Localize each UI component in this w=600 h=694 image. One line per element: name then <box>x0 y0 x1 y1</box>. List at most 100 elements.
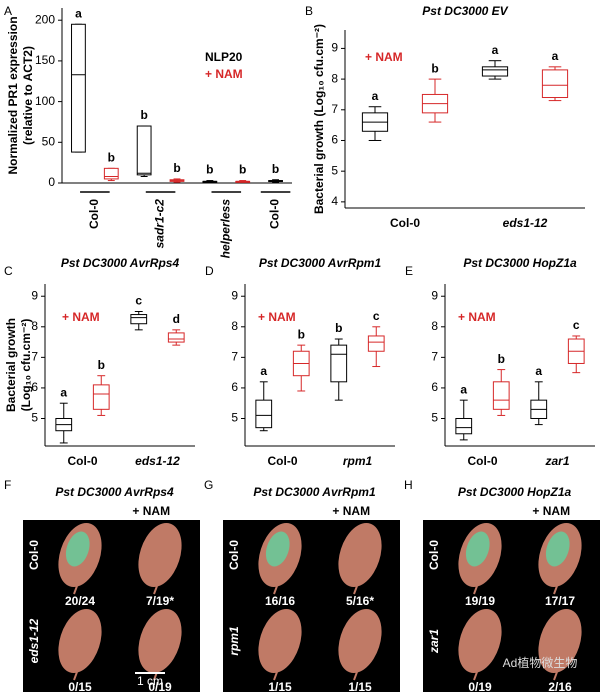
leaf-count: 2/16 <box>548 680 572 694</box>
chart-title: Pst DC3000 HopZ1a <box>463 256 577 270</box>
petiole <box>273 671 278 681</box>
petiole <box>353 585 358 595</box>
panel-letter: F <box>4 478 11 492</box>
significance-letter: b <box>239 163 246 177</box>
group-label: Col-0 <box>87 199 101 229</box>
chart-title: Pst DC3000 AvrRpm1 <box>259 256 382 270</box>
leaf-count: 0/19 <box>148 680 172 694</box>
group-label: helperless <box>218 199 232 259</box>
y-tick-label: 150 <box>35 53 55 67</box>
panel-letter: C <box>4 264 13 278</box>
panel-letter: D <box>205 264 214 278</box>
panel-title: Pst DC3000 HopZ1a <box>458 485 572 499</box>
box <box>92 384 110 410</box>
y-axis-label: Normalized PR1 expression <box>6 16 20 174</box>
hr-signal <box>65 531 90 567</box>
box <box>481 66 509 77</box>
group-label: Col-0 <box>390 216 420 230</box>
significance-letter: a <box>552 49 559 63</box>
leaf <box>338 609 382 673</box>
petiole <box>473 671 478 681</box>
y-tick-label: 4 <box>331 194 338 208</box>
significance-letter: b <box>108 151 115 165</box>
leaf <box>138 609 182 673</box>
group-label: eds1-12 <box>503 216 548 230</box>
row-label: zar1 <box>427 629 441 654</box>
leaf-count: 1/15 <box>348 680 372 694</box>
significance-letter: b <box>335 321 342 335</box>
leaf-count: 7/19* <box>146 594 174 608</box>
y-tick-label: 9 <box>431 288 438 302</box>
hr-signal <box>465 531 490 567</box>
petiole <box>473 585 478 595</box>
box <box>167 332 185 343</box>
treatment-label: + NAM <box>532 504 570 518</box>
panel-letter: G <box>204 478 213 492</box>
significance-letter: b <box>298 327 305 341</box>
group-label: Col-0 <box>268 199 282 229</box>
leaf <box>338 523 382 587</box>
legend-entry: NLP20 <box>205 50 243 64</box>
group-label: rpm1 <box>343 454 373 468</box>
y-tick-label: 7 <box>431 350 438 364</box>
significance-letter: a <box>60 385 67 399</box>
significance-letter: a <box>535 364 542 378</box>
box <box>367 335 385 352</box>
row-label: eds1-12 <box>27 618 41 663</box>
y-tick-label: 8 <box>331 71 338 85</box>
leaf-count: 1/15 <box>268 680 292 694</box>
legend-entry: + NAM <box>62 310 100 324</box>
hr-signal <box>265 531 290 567</box>
box <box>136 125 152 176</box>
y-tick-label: 6 <box>31 380 38 394</box>
significance-letter: a <box>75 6 82 20</box>
box <box>541 69 569 99</box>
watermark: Ad植物微生物 <box>503 655 578 670</box>
significance-letter: b <box>206 163 213 177</box>
petiole <box>273 585 278 595</box>
significance-letter: c <box>573 318 580 332</box>
y-tick-label: 6 <box>231 380 238 394</box>
scale-label: 1 cm <box>137 674 163 688</box>
y-axis-label: Bacterial growth (Log₁₀ cfu.cm⁻²) <box>312 24 326 214</box>
panel-title: Pst DC3000 AvrRpm1 <box>253 485 376 499</box>
y-tick-label: 8 <box>31 319 38 333</box>
leaf-count: 16/16 <box>265 594 295 608</box>
significance-letter: a <box>460 382 467 396</box>
significance-letter: d <box>173 312 180 326</box>
leaf <box>258 609 302 673</box>
group-label: eds1-12 <box>135 454 180 468</box>
group-label: Col-0 <box>268 454 298 468</box>
group-label: Col-0 <box>68 454 98 468</box>
y-tick-label: 6 <box>431 380 438 394</box>
chart-title: Pst DC3000 AvrRps4 <box>61 256 180 270</box>
legend-entry: + NAM <box>205 67 243 81</box>
y-tick-label: 8 <box>231 319 238 333</box>
box <box>130 314 148 325</box>
panel-letter: H <box>404 478 413 492</box>
row-label: Col-0 <box>427 540 441 570</box>
box <box>492 381 510 410</box>
group-label: zar1 <box>544 454 569 468</box>
y-tick-label: 7 <box>331 102 338 116</box>
y-axis-label: (relative to ACT2) <box>21 46 35 145</box>
y-tick-label: 200 <box>35 12 55 26</box>
petiole <box>353 671 358 681</box>
y-axis-label: (Log₁₀ cfu.cm⁻²) <box>19 319 33 412</box>
leaf <box>538 609 582 673</box>
petiole <box>553 585 558 595</box>
panel-letter: B <box>305 4 313 18</box>
row-label: Col-0 <box>27 540 41 570</box>
legend-entry: + NAM <box>458 310 496 324</box>
box <box>330 344 348 383</box>
significance-letter: b <box>272 162 279 176</box>
significance-letter: a <box>492 43 499 57</box>
y-tick-label: 9 <box>331 41 338 55</box>
y-tick-label: 7 <box>231 350 238 364</box>
y-tick-label: 6 <box>331 133 338 147</box>
row-label: rpm1 <box>227 626 241 656</box>
box <box>255 399 273 429</box>
treatment-label: + NAM <box>132 504 170 518</box>
significance-letter: c <box>135 294 142 308</box>
